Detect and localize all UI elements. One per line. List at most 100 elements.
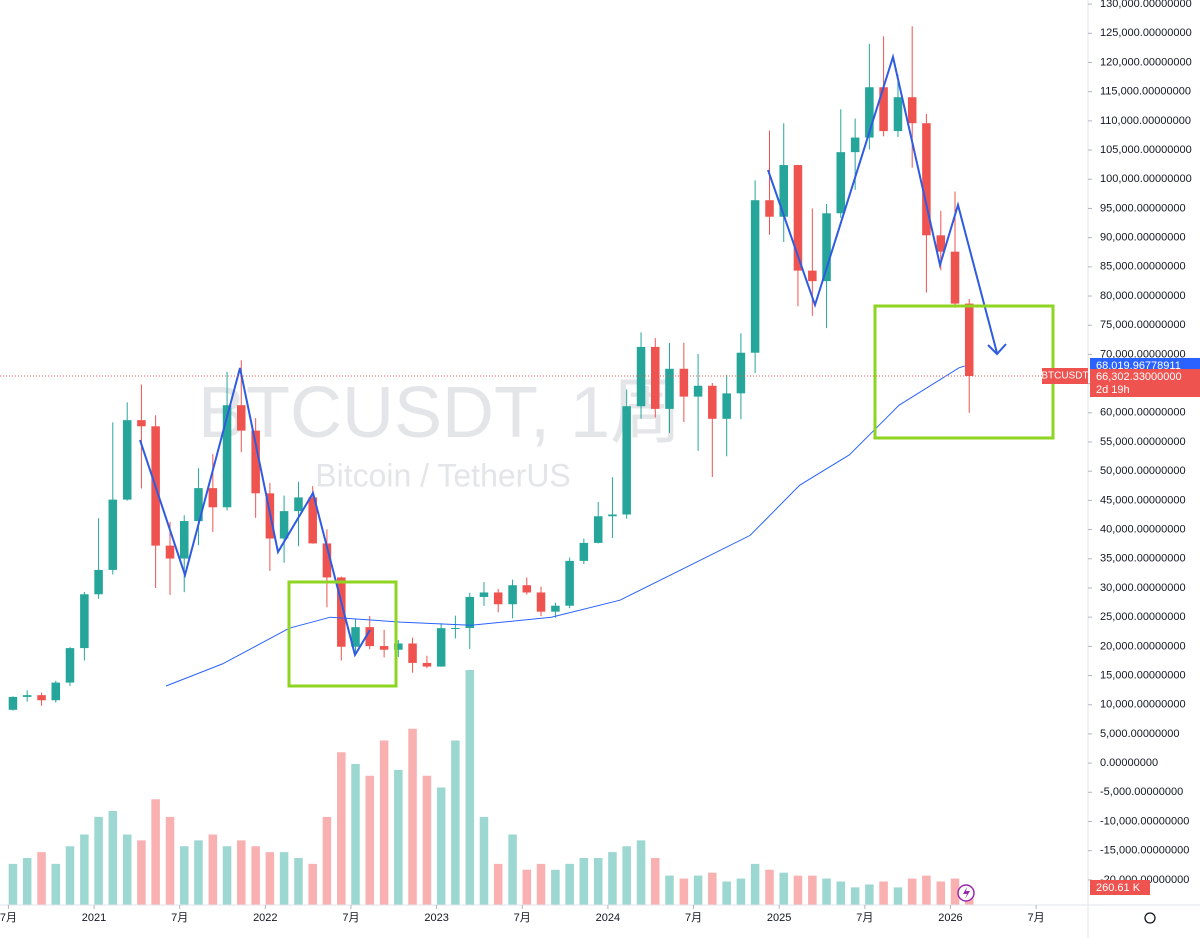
volume-bar	[893, 887, 903, 905]
candle-body	[237, 405, 246, 431]
x-tick-label: 2026	[938, 912, 962, 924]
volume-tag: 260.61 K	[1096, 882, 1141, 894]
volume-bar	[922, 875, 931, 905]
candle-body	[279, 511, 289, 539]
volume-bar	[608, 852, 617, 905]
candle-body	[137, 420, 146, 427]
candle-body	[194, 488, 203, 522]
volume-bar	[665, 875, 674, 905]
candle-body	[793, 165, 803, 271]
candle-body	[950, 251, 960, 304]
candle-body	[37, 695, 46, 701]
volume-bar	[879, 881, 888, 905]
candle-body	[822, 213, 831, 282]
volume-bar	[208, 834, 218, 905]
candle-body	[665, 368, 674, 409]
volume-bar	[565, 863, 574, 905]
x-tick-label: 7月	[171, 912, 188, 924]
volume-bar	[8, 863, 18, 905]
candle-body	[379, 646, 389, 650]
candle-body	[80, 594, 89, 649]
volume-bar	[37, 852, 46, 905]
candle-body	[108, 499, 118, 570]
volume-bar	[593, 858, 603, 905]
candle-body	[394, 643, 403, 650]
candle-body	[736, 352, 746, 394]
y-tick-label: 95,000.00000000	[1100, 202, 1186, 214]
y-tick-label: 35,000.00000000	[1100, 553, 1186, 565]
y-tick-label: 120,000.00000000	[1100, 56, 1192, 68]
volume-bar	[108, 811, 118, 905]
candle-body	[322, 543, 332, 578]
settings-icon[interactable]	[1144, 912, 1156, 924]
candle-body	[179, 521, 189, 559]
candle-body	[22, 695, 32, 697]
watermark: BTCUSDT, 1周 Bitcoin / TetherUS	[198, 373, 682, 493]
candle-body	[836, 152, 846, 214]
candle-body	[465, 596, 475, 629]
volume-bar	[137, 840, 146, 905]
volume-bar	[394, 769, 403, 905]
candle-body	[636, 346, 646, 407]
x-tick-label: 7月	[342, 912, 359, 924]
volume-bar	[808, 875, 817, 905]
volume-bar	[750, 863, 760, 905]
volume-bar	[836, 881, 846, 905]
volume-bar	[479, 816, 489, 905]
y-tick-label: 20,000.00000000	[1100, 640, 1186, 652]
candle-body	[964, 303, 974, 376]
volume-bar	[379, 740, 389, 905]
y-tick-label: -10,000.00000000	[1100, 815, 1189, 827]
volume-layer	[8, 670, 974, 905]
volume-bar	[622, 846, 631, 905]
y-tick-label: 70,000.00000000	[1100, 348, 1186, 360]
volume-bar	[351, 764, 360, 905]
candle-body	[94, 569, 103, 595]
candle-body	[565, 560, 574, 606]
volume-bar	[936, 881, 946, 905]
candle-body	[122, 420, 132, 500]
candle-body	[251, 430, 260, 494]
candle-body	[779, 165, 788, 217]
y-tick-label: 80,000.00000000	[1100, 290, 1186, 302]
arrow-head	[987, 343, 1007, 356]
volume-bar	[822, 878, 831, 905]
zigzag	[139, 367, 371, 658]
y-tick-label: 100,000.00000000	[1100, 173, 1192, 185]
candle-body	[365, 627, 374, 647]
candle-body	[8, 696, 18, 710]
volume-bar	[765, 869, 774, 905]
x-tick-label: 7月	[685, 912, 702, 924]
candle-body	[51, 682, 61, 701]
volume-bar	[536, 863, 546, 905]
volume-bar	[679, 878, 689, 905]
price-tag-bg	[1090, 368, 1200, 397]
volume-bar	[65, 846, 75, 905]
x-tick-label: 2025	[767, 912, 791, 924]
candle-body	[436, 628, 446, 667]
candle-body	[493, 592, 503, 605]
y-tick-label: 55,000.00000000	[1100, 436, 1186, 448]
volume-bar	[308, 863, 317, 905]
candle-layer	[8, 26, 974, 711]
candle-body	[708, 385, 717, 419]
candle-body	[222, 405, 232, 508]
candle-body	[622, 406, 631, 515]
x-tick-label: 2021	[82, 912, 106, 924]
candle-body	[750, 200, 760, 353]
y-tick-label: 30,000.00000000	[1100, 582, 1186, 594]
y-tick-label: 85,000.00000000	[1100, 261, 1186, 273]
x-tick-label: 7月	[514, 912, 531, 924]
x-tick-label: 7月	[0, 912, 17, 924]
volume-tag-bg	[1090, 880, 1150, 895]
y-tick-label: 90,000.00000000	[1100, 232, 1186, 244]
volume-bar	[493, 863, 503, 905]
volume-bar	[779, 872, 788, 905]
volume-bar	[793, 875, 803, 905]
volume-bar	[165, 816, 175, 905]
candle-body	[422, 662, 432, 667]
drawings	[139, 53, 1055, 688]
volume-bar	[693, 875, 703, 905]
ma-tag: 68,019.96778911	[1096, 360, 1181, 372]
y-tick-label: 50,000.00000000	[1100, 465, 1186, 477]
